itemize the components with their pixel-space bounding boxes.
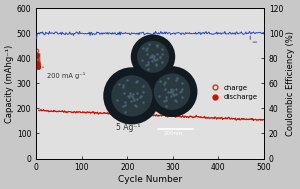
Point (36, 62, 41, 65)
Y-axis label: Coulombic Efficiency (%): Coulombic Efficiency (%) (286, 31, 295, 136)
Point (34, 57, 39, 60)
Point (35, 64, 40, 67)
Circle shape (111, 75, 152, 116)
Text: 5 Ag⁻¹: 5 Ag⁻¹ (116, 123, 140, 132)
Circle shape (154, 73, 190, 110)
Point (35, 63, 40, 66)
Point (34, 61, 39, 64)
Circle shape (131, 34, 175, 79)
Legend: charge, discharge: charge, discharge (208, 84, 258, 101)
Text: 200nm: 200nm (164, 131, 183, 136)
Point (34, 53, 39, 56)
Y-axis label: Capacity (mAhg⁻¹): Capacity (mAhg⁻¹) (5, 44, 14, 122)
Point (36, 66, 41, 69)
Point (35, 59, 40, 62)
Point (35, 61, 40, 64)
Text: 200 mA g⁻¹: 200 mA g⁻¹ (46, 72, 85, 79)
Point (34, 49, 39, 52)
Circle shape (137, 41, 169, 73)
Circle shape (103, 67, 160, 124)
Circle shape (147, 66, 197, 117)
X-axis label: Cycle Number: Cycle Number (118, 175, 182, 184)
